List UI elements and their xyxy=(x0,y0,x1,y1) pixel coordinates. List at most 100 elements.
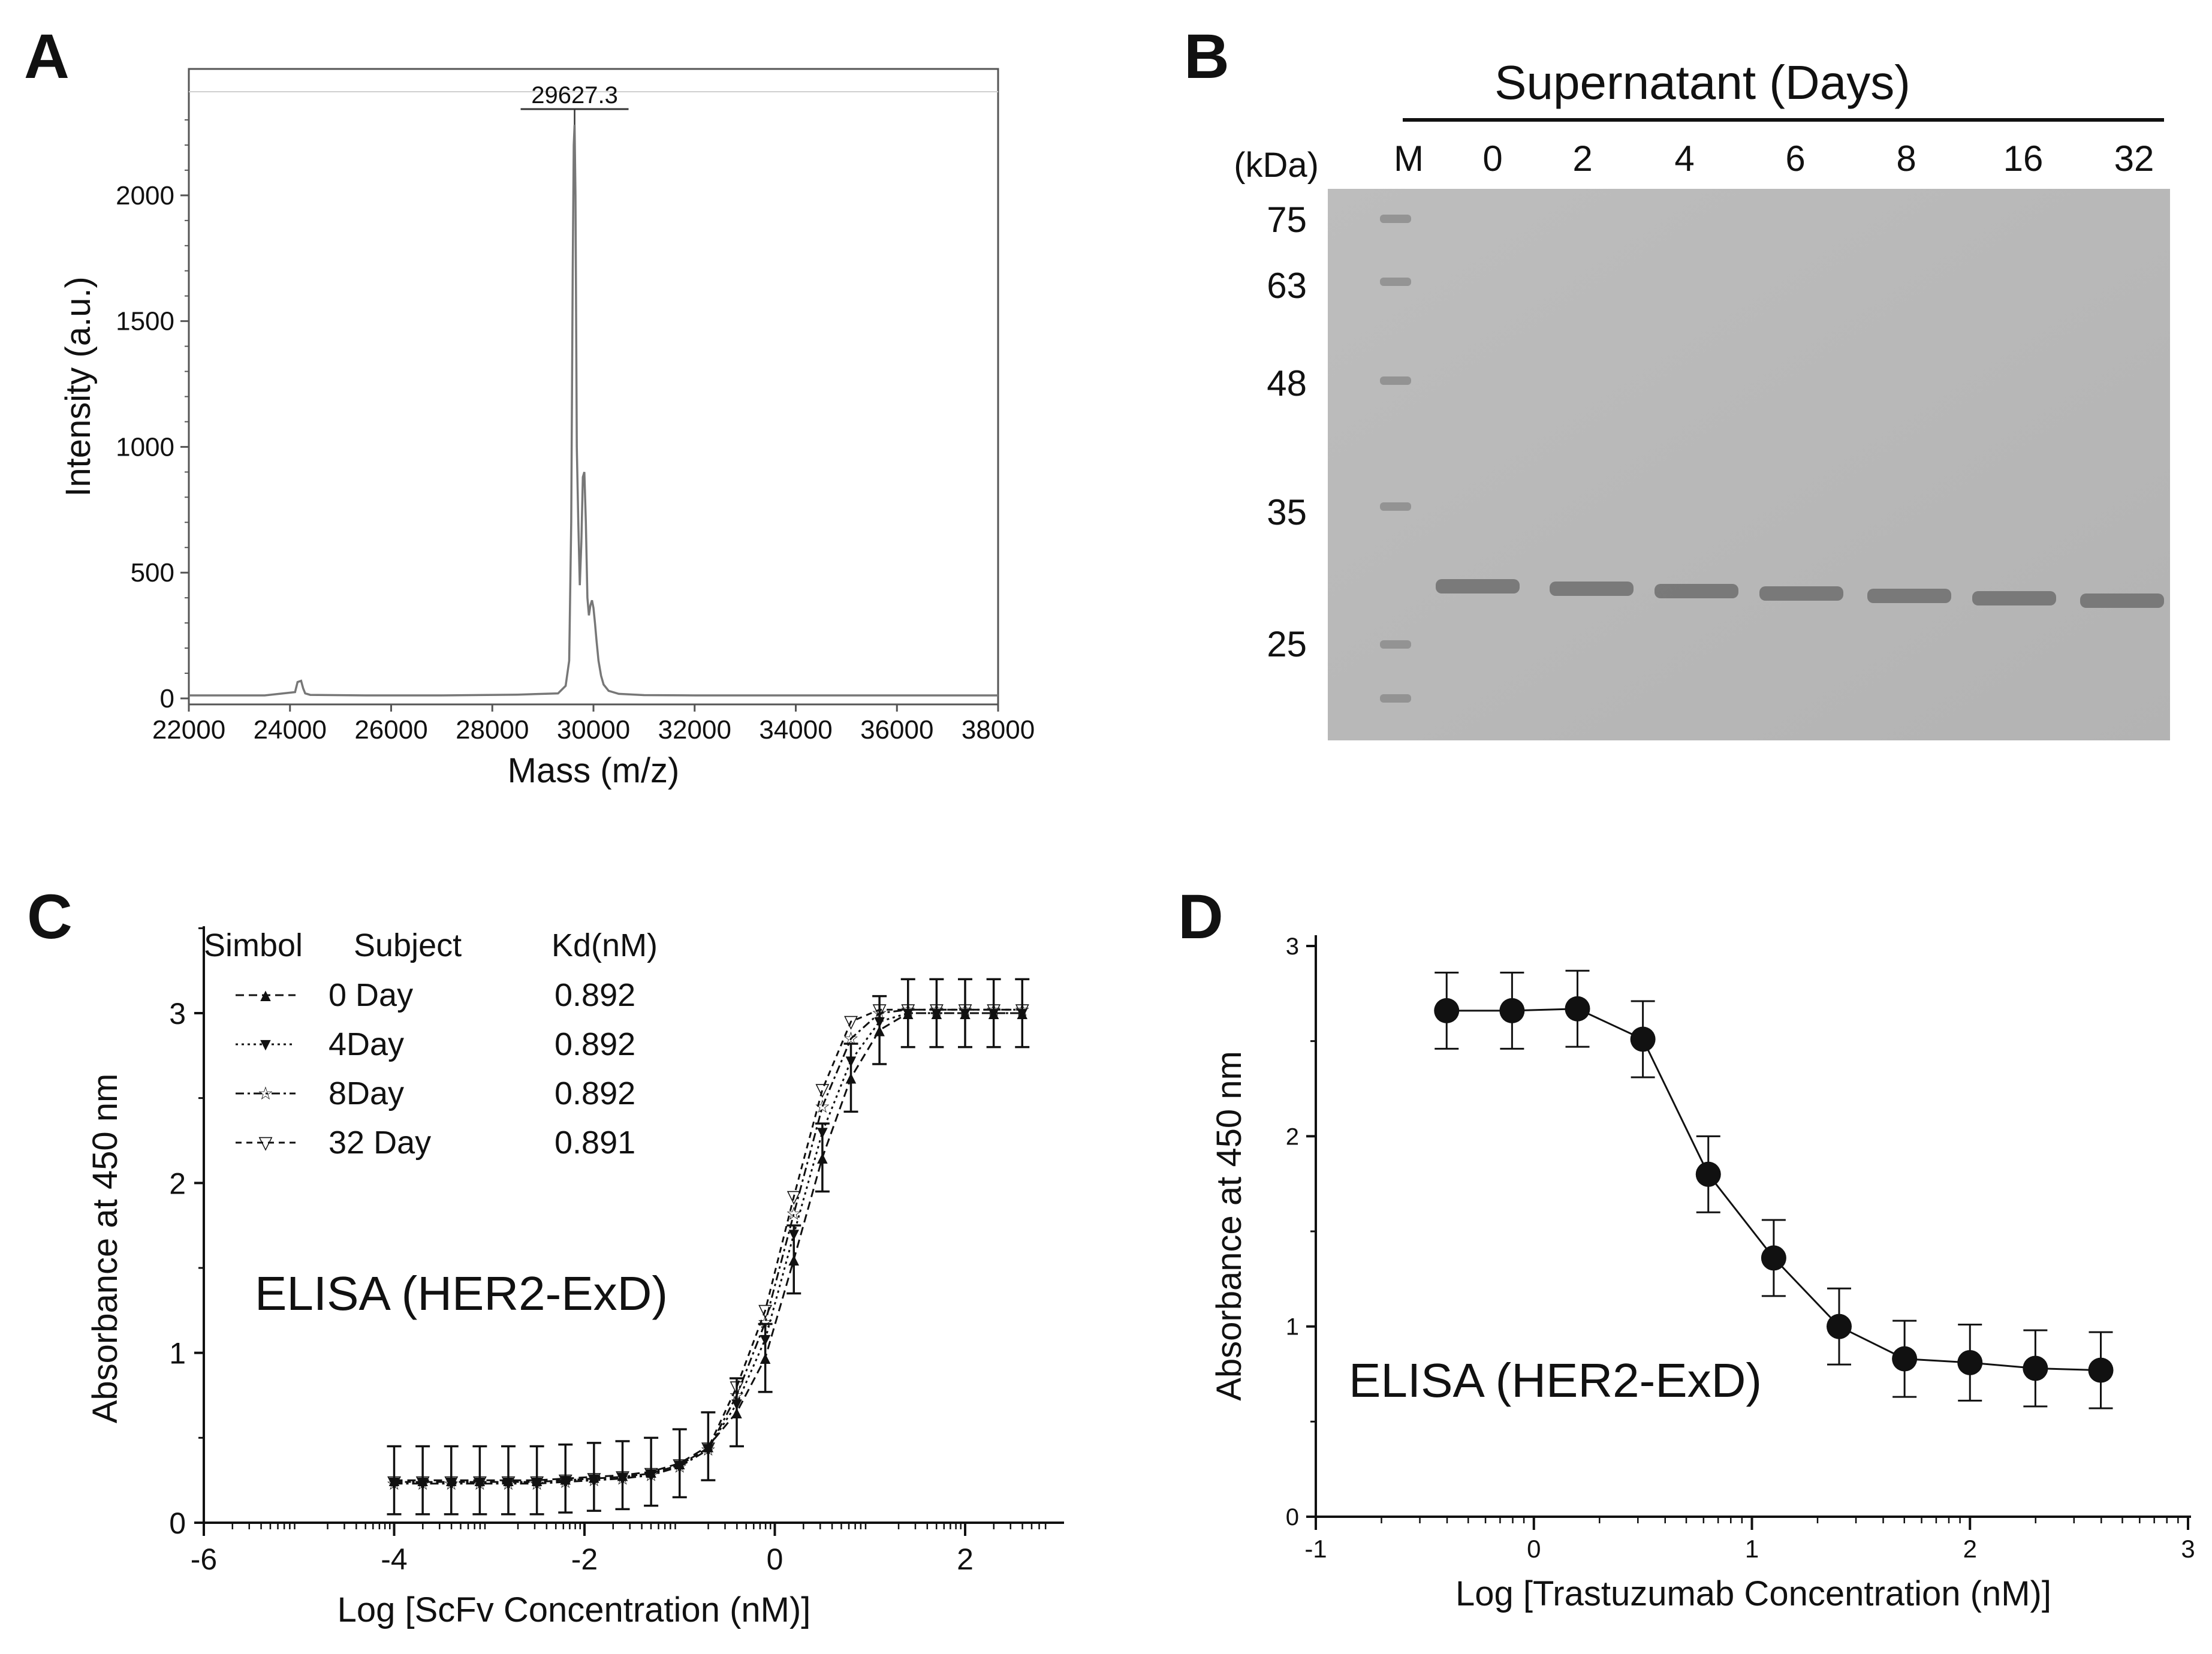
data-point-marker: ▽ xyxy=(844,1012,858,1032)
gel-title: Supernatant (Days) xyxy=(1494,56,1910,109)
lane-label: 8 xyxy=(1896,138,1916,179)
x-tick-label: -1 xyxy=(1304,1535,1327,1563)
panel-letter-d: D xyxy=(1178,882,1223,952)
data-point-marker: ▲ xyxy=(842,1068,860,1088)
x-tick-label: 1 xyxy=(1745,1535,1759,1563)
data-point-marker: ▼ xyxy=(757,1330,774,1349)
data-point-marker: ▼ xyxy=(899,1004,917,1023)
data-point-marker: ▽ xyxy=(987,1000,1000,1020)
lane-label: 6 xyxy=(1785,138,1805,179)
spectrum-line xyxy=(189,125,998,697)
data-point-marker: ☆ xyxy=(386,1474,402,1494)
legend-subject: 32 Day xyxy=(329,1125,431,1161)
legend-marker: ▼ xyxy=(257,1035,275,1055)
data-point xyxy=(1892,1346,1918,1372)
data-point-marker: ▲ xyxy=(385,1471,403,1490)
sample-band xyxy=(1655,584,1738,598)
x-tick-label: -4 xyxy=(381,1542,407,1576)
data-point-marker: ▲ xyxy=(728,1403,746,1423)
data-point xyxy=(1957,1349,1983,1375)
data-point-marker: ☆ xyxy=(614,1469,631,1489)
data-point-marker: ▽ xyxy=(758,1301,772,1321)
gel-unit-label: (kDa) xyxy=(1234,146,1319,185)
legend-kd: 0.892 xyxy=(554,1075,635,1111)
data-point-marker: ▲ xyxy=(528,1471,546,1490)
y-tick-label: 0 xyxy=(1286,1504,1299,1531)
x-tick-label: 24000 xyxy=(254,715,327,745)
data-point xyxy=(1761,1245,1786,1271)
sample-band xyxy=(2080,593,2164,608)
data-point-marker: ▲ xyxy=(785,1250,803,1270)
data-point-marker: ▲ xyxy=(499,1471,517,1490)
y-tick-label: 0 xyxy=(169,1507,186,1540)
sample-band xyxy=(1436,579,1520,593)
y-tick-label: 2 xyxy=(169,1167,186,1200)
data-point-marker: ▽ xyxy=(673,1456,686,1475)
legend-marker: ▽ xyxy=(258,1133,272,1153)
elisa-annotation: ELISA (HER2-ExD) xyxy=(1349,1354,1762,1407)
y-axis-title: Absorbance at 450 nm xyxy=(1210,1051,1249,1401)
legend-subject: 0 Day xyxy=(329,977,413,1013)
data-point-marker: ▼ xyxy=(813,1122,831,1142)
data-point-marker: ▽ xyxy=(530,1472,544,1492)
marker-kda-label: 48 xyxy=(1267,363,1307,403)
panel-letter-b: B xyxy=(1184,22,1229,92)
gel-background xyxy=(1328,189,2170,740)
x-tick-label: 2 xyxy=(957,1542,974,1576)
legend-kd: 0.892 xyxy=(554,1026,635,1062)
data-point-marker: ▲ xyxy=(585,1468,603,1487)
x-tick-label: 32000 xyxy=(658,715,731,745)
data-point-marker: ▽ xyxy=(587,1469,601,1489)
data-point xyxy=(1499,998,1525,1023)
panel-b-sds-page-gel: Supernatant (Days) (kDa) M 0 2 4 6 8 16 32 75 63 48 3… xyxy=(1234,56,2170,740)
data-point-marker: ▲ xyxy=(471,1471,489,1490)
series-line-2 xyxy=(394,1008,1023,1485)
legend-kd: 0.892 xyxy=(554,977,635,1013)
data-point-marker: ▽ xyxy=(559,1471,572,1490)
data-point-marker: ▼ xyxy=(728,1394,746,1414)
elisa-annotation: ELISA (HER2-ExD) xyxy=(255,1267,668,1320)
data-point xyxy=(1434,998,1460,1023)
data-point-marker: ▲ xyxy=(985,1004,1003,1023)
data-point-marker: ▽ xyxy=(644,1464,658,1484)
x-tick-label: 0 xyxy=(1527,1535,1541,1563)
data-point-marker: ☆ xyxy=(443,1474,459,1494)
legend-header: Simbol xyxy=(204,927,303,963)
data-point-marker: ☆ xyxy=(472,1474,488,1494)
data-point-marker: ▽ xyxy=(444,1472,458,1492)
x-tick-label: 0 xyxy=(767,1542,783,1576)
data-point-marker: ☆ xyxy=(872,1004,888,1023)
data-point-marker: ▽ xyxy=(701,1438,715,1458)
lane-label: 16 xyxy=(2003,138,2044,179)
lane-label: 32 xyxy=(2114,138,2154,179)
data-point-marker: ▼ xyxy=(870,1012,888,1032)
y-tick-label: 500 xyxy=(131,558,174,588)
marker-kda-label: 25 xyxy=(1267,624,1307,664)
sample-band xyxy=(1759,586,1843,601)
series-line-3 xyxy=(394,1008,1023,1483)
legend-subject: 4Day xyxy=(329,1026,404,1062)
marker-kda-label: 63 xyxy=(1267,266,1307,306)
data-point-marker: ▽ xyxy=(1015,1000,1029,1020)
data-point-marker: ☆ xyxy=(501,1474,517,1494)
x-tick-label: -2 xyxy=(571,1542,598,1576)
data-point-marker: ▽ xyxy=(930,1000,944,1020)
x-tick-label: 34000 xyxy=(759,715,832,745)
sample-band xyxy=(1867,589,1951,603)
data-point-marker: ▼ xyxy=(671,1456,689,1475)
data-point-marker: ▲ xyxy=(1013,1004,1031,1023)
data-point xyxy=(1565,996,1590,1022)
ladder-band xyxy=(1380,376,1411,385)
data-point-marker: ▼ xyxy=(928,1004,946,1023)
data-point xyxy=(1630,1026,1656,1052)
x-tick-label: 36000 xyxy=(860,715,933,745)
series-line-0 xyxy=(394,1012,1023,1481)
x-tick-label: 38000 xyxy=(962,715,1035,745)
x-axis-title: Log [Trastuzumab Concentration (nM)] xyxy=(1455,1574,2051,1613)
data-point-marker: ▽ xyxy=(473,1472,487,1492)
data-point-marker: ▲ xyxy=(556,1469,574,1489)
data-point-marker: ☆ xyxy=(557,1472,574,1492)
y-axis-title: Intensity (a.u.) xyxy=(59,276,98,496)
data-point-marker: ▲ xyxy=(928,1004,946,1023)
